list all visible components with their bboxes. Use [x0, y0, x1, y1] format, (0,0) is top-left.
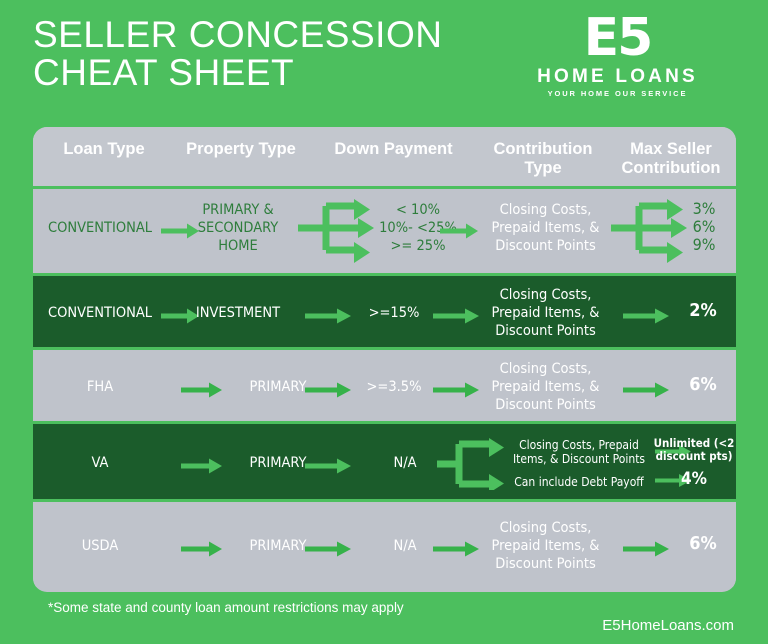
- row5-max-contribution: 6%: [689, 533, 717, 554]
- column-header-down-payment: Down Payment: [334, 140, 453, 158]
- arrow-icon: [433, 541, 479, 557]
- row1-max-contribution-1: 3%: [692, 199, 716, 218]
- fork-arrow-3way-icon: [611, 199, 687, 263]
- page-title: SELLER CONCESSION CHEAT SHEET: [33, 14, 443, 93]
- arrow-icon: [623, 382, 669, 398]
- arrow-icon: [305, 382, 351, 398]
- row1-down-payment-1: < 10%: [395, 202, 441, 218]
- arrow-icon: [305, 458, 351, 474]
- row5-property-type: PRIMARY: [249, 538, 307, 554]
- footer-disclaimer: *Some state and county loan amount restr…: [48, 600, 404, 615]
- arrow-icon: [305, 541, 351, 557]
- fork-arrow-3way-icon: [298, 199, 374, 263]
- table-row: CONVENTIONAL PRIMARY & SECONDARY HOME < …: [33, 189, 736, 273]
- row5-contribution-type: Closing Costs, Prepaid Items, & Discount…: [491, 520, 600, 572]
- table-row: CONVENTIONAL INVESTMENT >=15% Closing Co…: [33, 273, 736, 347]
- logo-company-name: HOME LOANS: [537, 66, 698, 87]
- arrow-icon: [433, 382, 479, 398]
- fork-arrow-2way-icon: [437, 438, 504, 490]
- column-header-max-seller-contribution: Max Seller Contribution: [621, 140, 721, 177]
- row4-max-contribution-1: Unlimited (<2 discount pts): [653, 436, 735, 463]
- arrow-icon: [181, 458, 222, 474]
- row1-down-payment-3: >= 25%: [390, 238, 446, 254]
- table-row: VA PRIMARY N/A Closing Costs, Prepaid It…: [33, 421, 736, 499]
- arrow-icon: [181, 541, 222, 557]
- row4-contribution-type-2: Can include Debt Payoff: [514, 475, 644, 489]
- logo-tagline: YOUR HOME OUR SERVICE: [547, 89, 688, 98]
- row3-down-payment: >=3.5%: [366, 379, 422, 395]
- arrow-icon: [440, 223, 478, 239]
- row3-property-type: PRIMARY: [249, 379, 307, 395]
- row1-max-contribution-3: 9%: [692, 235, 716, 254]
- row3-contribution-type: Closing Costs, Prepaid Items, & Discount…: [491, 361, 600, 413]
- row1-loan-type: CONVENTIONAL: [47, 220, 153, 236]
- row5-down-payment: N/A: [393, 538, 417, 554]
- row2-max-contribution: 2%: [689, 300, 717, 321]
- arrow-icon: [655, 474, 691, 487]
- row5-loan-type: USDA: [81, 538, 119, 554]
- table-header-row: Loan Type Property Type Down Payment Con…: [33, 127, 736, 189]
- row4-property-type: PRIMARY: [249, 455, 307, 471]
- column-header-contribution-type: Contribution Type: [493, 140, 593, 177]
- arrow-icon: [623, 541, 669, 557]
- row1-contribution-type: Closing Costs, Prepaid Items, & Discount…: [491, 202, 600, 254]
- cheat-sheet-table: Loan Type Property Type Down Payment Con…: [33, 127, 736, 592]
- row2-property-type: INVESTMENT: [195, 305, 281, 321]
- footer-website[interactable]: E5HomeLoans.com: [602, 617, 734, 634]
- row3-max-contribution: 6%: [689, 374, 717, 395]
- row2-contribution-type: Closing Costs, Prepaid Items, & Discount…: [491, 287, 600, 339]
- arrow-icon: [655, 445, 691, 458]
- row4-down-payment: N/A: [393, 455, 417, 471]
- arrow-icon: [623, 308, 669, 324]
- column-header-loan-type: Loan Type: [63, 140, 145, 158]
- row1-property-type: PRIMARY & SECONDARY HOME: [197, 202, 279, 254]
- column-header-property-type: Property Type: [186, 140, 296, 158]
- table-row: USDA PRIMARY N/A Closing Costs, Prepaid …: [33, 499, 736, 587]
- row1-max-contribution-2: 6%: [692, 217, 716, 236]
- row2-loan-type: CONVENTIONAL: [47, 305, 153, 321]
- arrow-icon: [305, 308, 351, 324]
- table-row: FHA PRIMARY >=3.5% Closing Costs, Prepai…: [33, 347, 736, 421]
- row4-max-contribution-2: 4%: [681, 469, 707, 489]
- row2-down-payment: >=15%: [368, 305, 420, 321]
- logo-mark-e5: E5: [583, 8, 654, 68]
- row4-loan-type: VA: [91, 455, 109, 471]
- arrow-icon: [433, 308, 479, 324]
- row4-contribution-type-1: Closing Costs, Prepaid Items, & Discount…: [512, 438, 646, 466]
- arrow-icon: [181, 382, 222, 398]
- row3-loan-type: FHA: [86, 379, 114, 395]
- brand-logo: E5 HOME LOANS YOUR HOME OUR SERVICE: [505, 12, 730, 99]
- arrow-icon: [161, 308, 199, 324]
- arrow-icon: [161, 223, 199, 239]
- poster-header: SELLER CONCESSION CHEAT SHEET E5 HOME LO…: [0, 0, 768, 125]
